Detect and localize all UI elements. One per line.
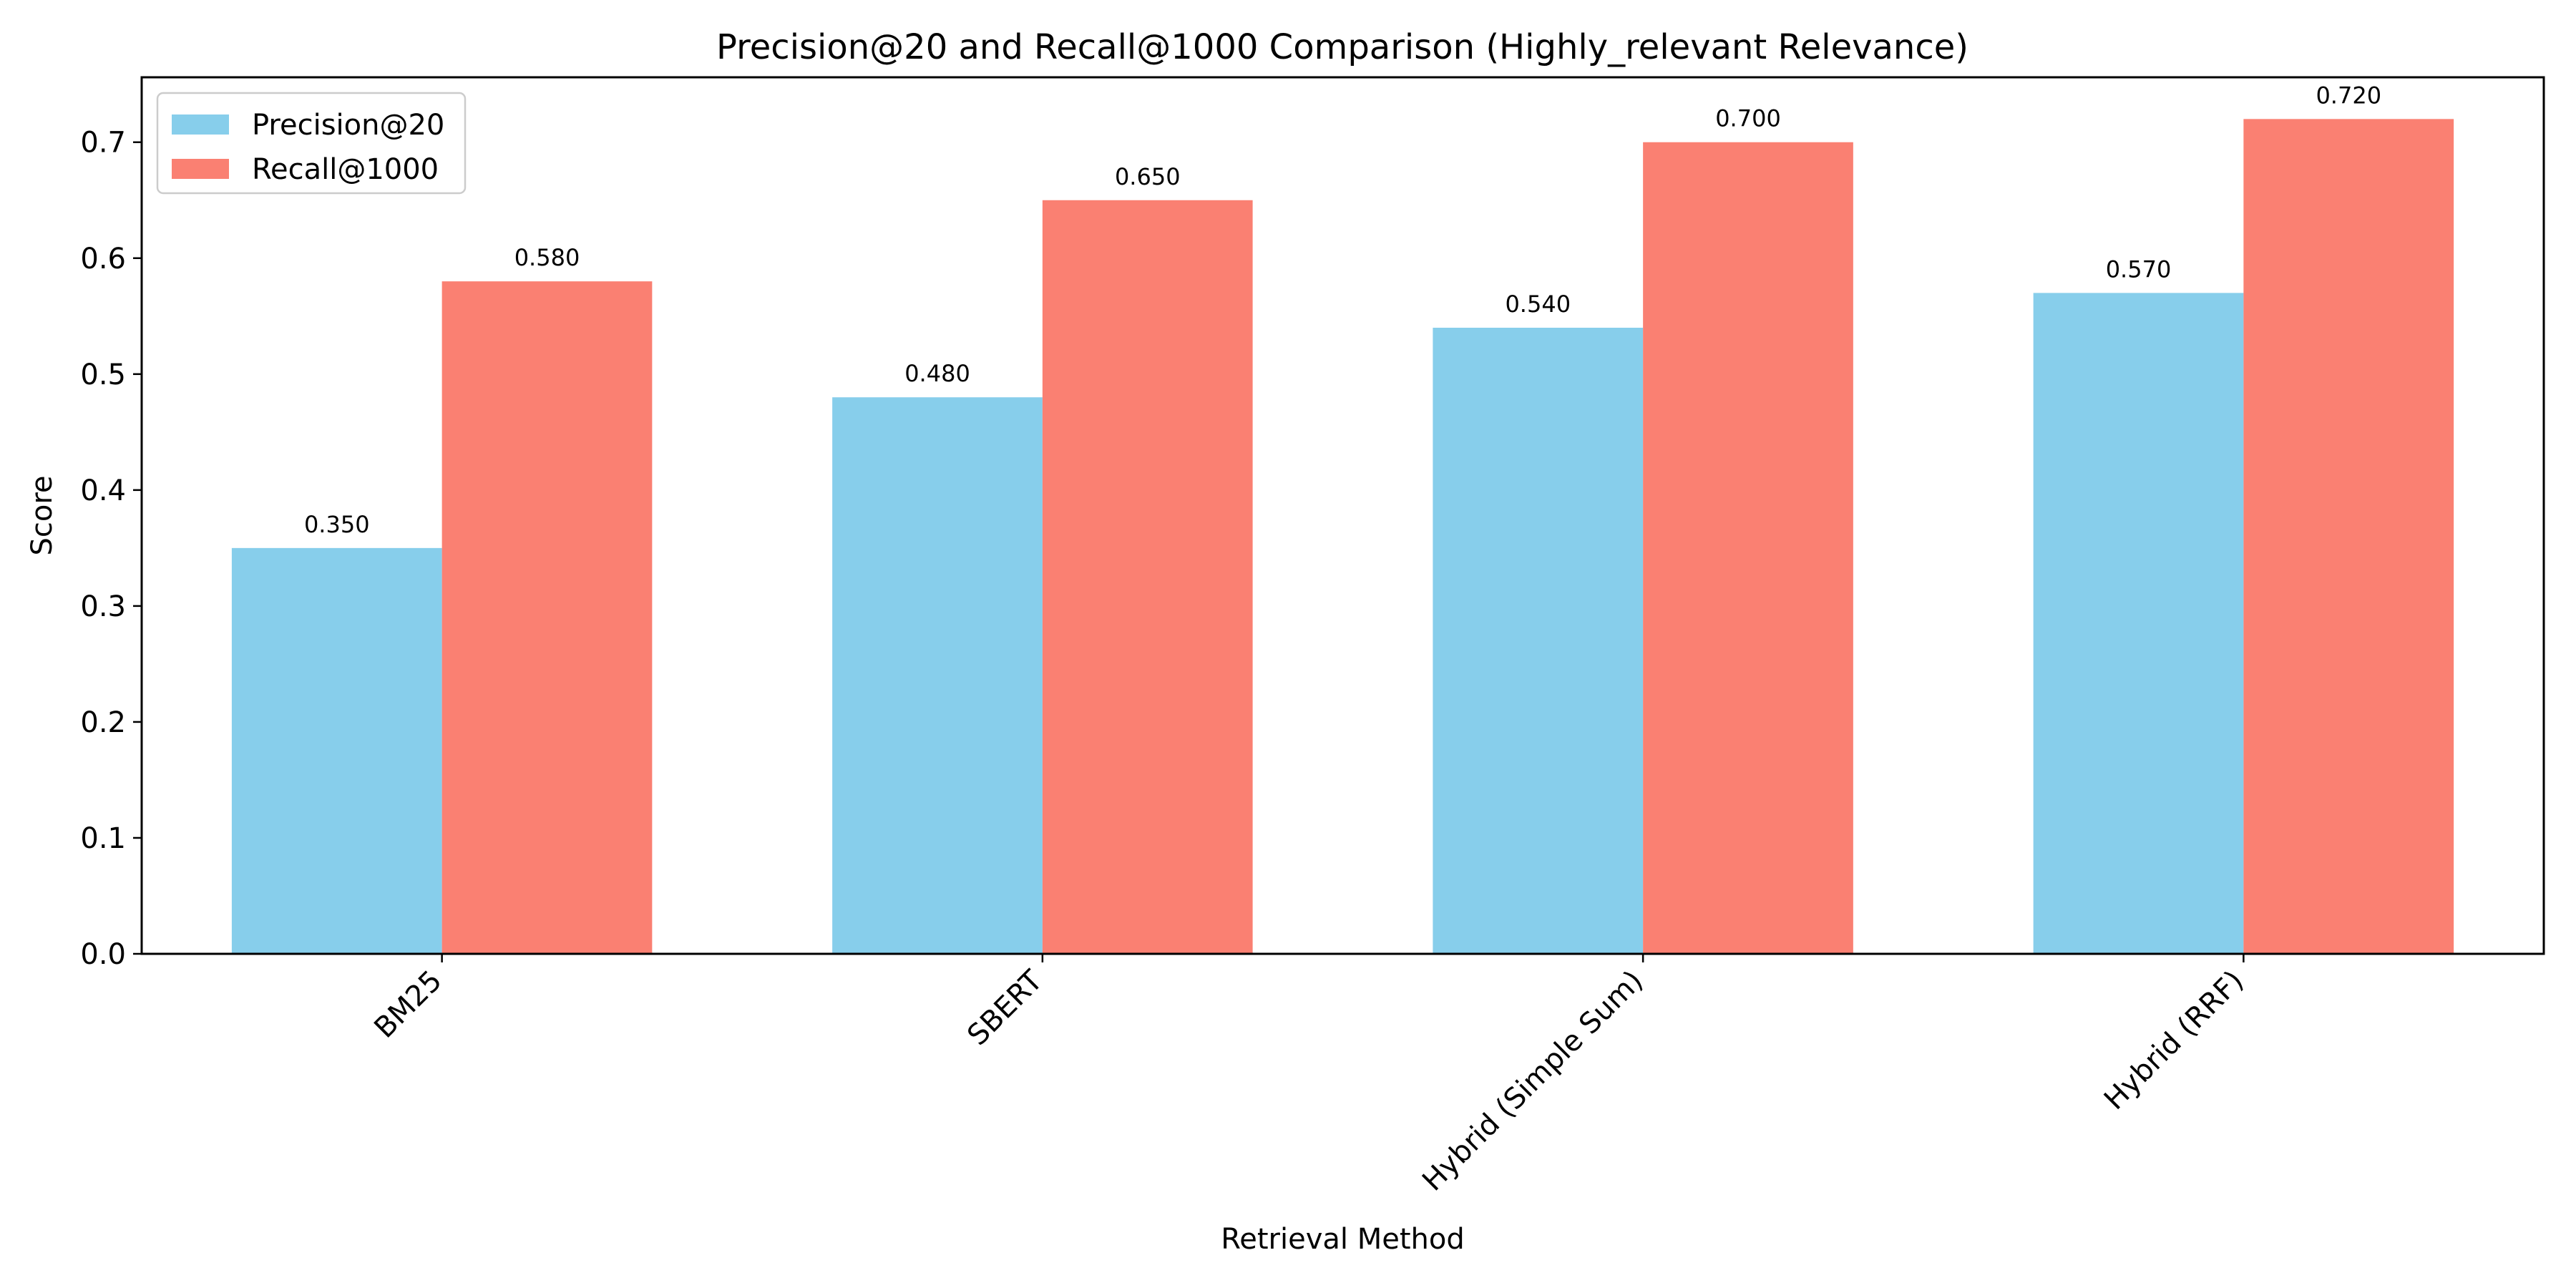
y-tick-label: 0.4 xyxy=(80,474,126,507)
bar-recall-1000-sbert xyxy=(1042,200,1253,954)
bar-recall-1000-hybrid-rrf xyxy=(2243,119,2454,954)
x-tick-label-hybrid-rrf: Hybrid (RRF) xyxy=(2098,965,2250,1117)
legend-swatch-precision xyxy=(172,114,229,135)
bars-group xyxy=(231,119,2454,955)
legend-swatch-recall xyxy=(172,159,229,179)
y-tick-label: 0.5 xyxy=(80,358,126,391)
bar-precision-20-bm25 xyxy=(231,547,442,954)
x-axis-label: Retrieval Method xyxy=(1221,1223,1465,1256)
x-tick-label-sbert: SBERT xyxy=(961,964,1049,1052)
y-tick-label: 0.7 xyxy=(80,127,126,160)
legend-label-recall: Recall@1000 xyxy=(252,153,439,186)
legend-label-precision: Precision@20 xyxy=(252,109,444,142)
bar-recall-1000-hybrid-simple-sum xyxy=(1643,142,1853,955)
data-label-recall-1000-bm25: 0.580 xyxy=(514,244,580,271)
y-tick-label: 0.6 xyxy=(80,243,126,275)
y-tick-label: 0.2 xyxy=(80,706,126,739)
x-tick-label-hybrid-simple-sum: Hybrid (Simple Sum) xyxy=(1416,965,1649,1198)
plot-frame xyxy=(140,76,2545,955)
x-tick-label-bm25: BM25 xyxy=(368,965,448,1045)
bar-precision-20-sbert xyxy=(832,397,1043,954)
data-label-recall-1000-sbert: 0.650 xyxy=(1115,163,1181,190)
bar-precision-20-hybrid-rrf xyxy=(2033,293,2244,954)
data-label-precision-20-bm25: 0.350 xyxy=(304,511,370,538)
data-label-recall-1000-hybrid-simple-sum: 0.700 xyxy=(1715,105,1781,132)
y-axis-label: Score xyxy=(26,475,59,555)
y-axis: 0.0 0.1 0.2 0.3 0.4 0.5 0.6 0.7 xyxy=(80,127,142,971)
bar-recall-1000-bm25 xyxy=(441,281,653,954)
bar-precision-20-hybrid-simple-sum xyxy=(1433,328,1644,954)
data-labels-group: 0.350 0.580 0.480 0.650 0.540 0.700 0.570 0.720 xyxy=(304,82,2381,538)
y-tick-label: 0.1 xyxy=(80,822,126,855)
chart-title: Precision@20 and Recall@1000 Comparison … xyxy=(716,27,1968,67)
data-label-precision-20-sbert: 0.480 xyxy=(904,360,970,387)
data-label-precision-20-hybrid-simple-sum: 0.540 xyxy=(1505,291,1571,318)
legend: Precision@20 Recall@1000 xyxy=(156,92,467,195)
y-tick-label: 0.3 xyxy=(80,590,126,623)
x-axis: BM25 SBERT Hybrid (Simple Sum) Hybrid (RRF) xyxy=(368,954,2250,1198)
data-label-recall-1000-hybrid-rrf: 0.720 xyxy=(2316,82,2381,109)
legend-box xyxy=(156,92,467,195)
y-tick-label: 0.0 xyxy=(80,938,126,971)
data-label-precision-20-hybrid-rrf: 0.570 xyxy=(2106,255,2172,283)
